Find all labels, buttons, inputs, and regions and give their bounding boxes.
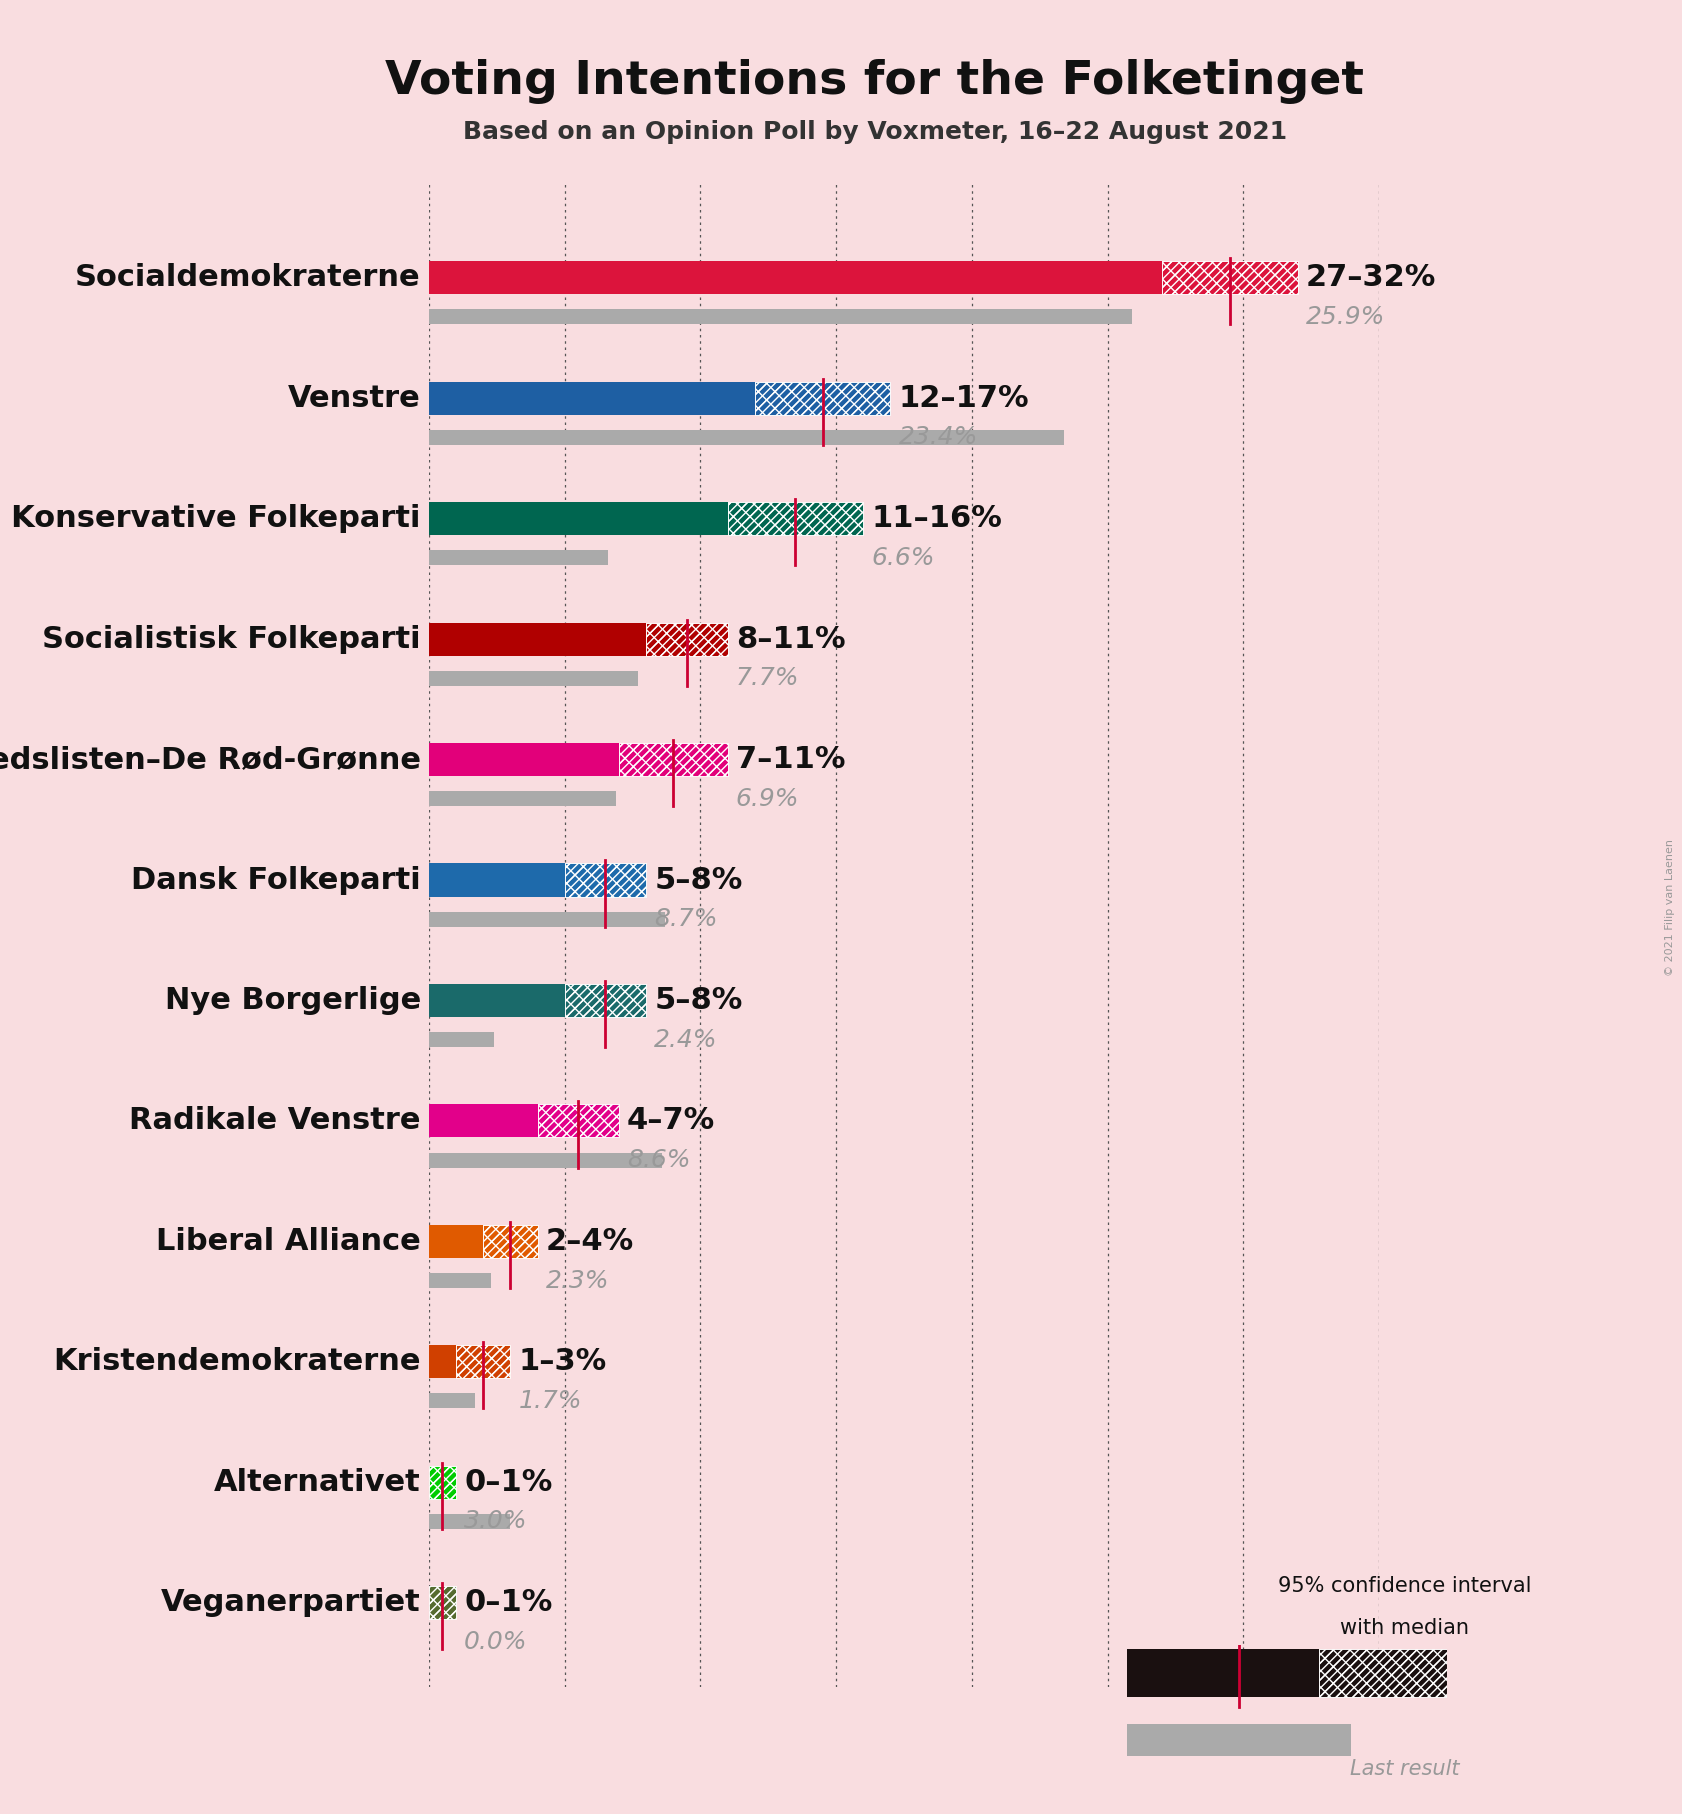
Text: 5–8%: 5–8% — [654, 987, 743, 1016]
Bar — [646, 622, 728, 655]
Bar — [429, 863, 565, 896]
Bar — [728, 502, 863, 535]
Bar — [429, 550, 609, 566]
Bar — [646, 622, 728, 655]
Text: 11–16%: 11–16% — [871, 504, 1002, 533]
Bar — [1162, 261, 1299, 294]
Bar — [429, 1466, 456, 1498]
Bar — [429, 1585, 456, 1620]
Bar — [429, 622, 646, 655]
Text: 0–1%: 0–1% — [464, 1589, 553, 1618]
Bar — [565, 863, 646, 896]
Bar — [429, 310, 1132, 325]
Text: 5–8%: 5–8% — [654, 865, 743, 894]
Text: 2.3%: 2.3% — [545, 1268, 609, 1293]
Bar — [429, 1585, 456, 1620]
Bar — [429, 1032, 495, 1047]
Text: 0–1%: 0–1% — [464, 1468, 553, 1497]
Text: Dansk Folkeparti: Dansk Folkeparti — [131, 865, 420, 894]
Bar — [1162, 261, 1299, 294]
Text: 4–7%: 4–7% — [627, 1107, 715, 1136]
Text: 2.4%: 2.4% — [654, 1027, 718, 1052]
Bar — [755, 381, 890, 415]
Bar — [429, 381, 755, 415]
Text: Veganerpartiet: Veganerpartiet — [161, 1589, 420, 1618]
Bar — [483, 1224, 538, 1257]
Bar — [429, 261, 1162, 294]
Text: 12–17%: 12–17% — [898, 385, 1029, 414]
Text: 7–11%: 7–11% — [735, 746, 846, 775]
Bar — [619, 744, 728, 776]
Bar — [429, 1224, 483, 1257]
Text: 25.9%: 25.9% — [1305, 305, 1386, 328]
Bar — [565, 983, 646, 1018]
Text: 3.0%: 3.0% — [464, 1509, 528, 1533]
Bar — [619, 744, 728, 776]
Text: © 2021 Filip van Laenen: © 2021 Filip van Laenen — [1665, 838, 1675, 976]
Bar — [565, 983, 646, 1018]
Bar — [429, 671, 637, 686]
Text: Radikale Venstre: Radikale Venstre — [130, 1107, 420, 1136]
Bar — [429, 502, 728, 535]
Bar — [429, 791, 616, 805]
Text: 8.6%: 8.6% — [627, 1148, 691, 1172]
Text: Kristendemokraterne: Kristendemokraterne — [54, 1348, 420, 1377]
Bar — [483, 1224, 538, 1257]
Text: Socialistisk Folkeparti: Socialistisk Folkeparti — [42, 624, 420, 653]
Text: Det Konservative Folkeparti: Det Konservative Folkeparti — [0, 504, 420, 533]
Text: 0.0%: 0.0% — [464, 1629, 528, 1654]
Bar — [1319, 1649, 1447, 1698]
Bar — [429, 912, 664, 927]
Text: Enhedslisten–De Rød-Grønne: Enhedslisten–De Rød-Grønne — [0, 746, 420, 775]
Text: Alternativet: Alternativet — [214, 1468, 420, 1497]
Bar — [429, 1346, 456, 1379]
Text: 1.7%: 1.7% — [518, 1390, 582, 1413]
Text: 6.9%: 6.9% — [735, 787, 799, 811]
Text: 23.4%: 23.4% — [898, 424, 977, 450]
Text: Last result: Last result — [1349, 1758, 1460, 1780]
Bar — [565, 863, 646, 896]
Bar — [429, 1105, 538, 1137]
Text: Liberal Alliance: Liberal Alliance — [156, 1226, 420, 1255]
Text: Nye Borgerlige: Nye Borgerlige — [165, 987, 420, 1016]
Bar — [728, 502, 863, 535]
Bar — [429, 1393, 474, 1408]
Bar — [429, 983, 565, 1018]
Bar — [755, 381, 890, 415]
Bar — [429, 1273, 491, 1288]
Text: Based on an Opinion Poll by Voxmeter, 16–22 August 2021: Based on an Opinion Poll by Voxmeter, 16… — [463, 120, 1287, 145]
Bar — [429, 1466, 456, 1498]
Bar — [429, 430, 1065, 444]
Text: 95% confidence interval: 95% confidence interval — [1278, 1576, 1531, 1596]
Text: 2–4%: 2–4% — [545, 1226, 634, 1255]
Bar — [429, 1515, 510, 1529]
Text: Venstre: Venstre — [288, 385, 420, 414]
Text: 8–11%: 8–11% — [735, 624, 846, 653]
Text: with median: with median — [1341, 1618, 1468, 1638]
Bar — [456, 1346, 510, 1379]
Text: 27–32%: 27–32% — [1305, 263, 1436, 292]
Text: 6.6%: 6.6% — [871, 546, 935, 570]
Text: 1–3%: 1–3% — [518, 1348, 607, 1377]
Bar — [1127, 1723, 1351, 1756]
Text: Socialdemokraterne: Socialdemokraterne — [76, 263, 420, 292]
Bar — [429, 1152, 663, 1168]
Bar — [429, 744, 619, 776]
Bar — [456, 1346, 510, 1379]
Text: 7.7%: 7.7% — [735, 666, 799, 691]
Bar — [1127, 1649, 1319, 1698]
Bar — [1319, 1649, 1447, 1698]
Bar — [538, 1105, 619, 1137]
Bar — [538, 1105, 619, 1137]
Text: 8.7%: 8.7% — [654, 907, 718, 931]
Text: Voting Intentions for the Folketinget: Voting Intentions for the Folketinget — [385, 60, 1364, 103]
